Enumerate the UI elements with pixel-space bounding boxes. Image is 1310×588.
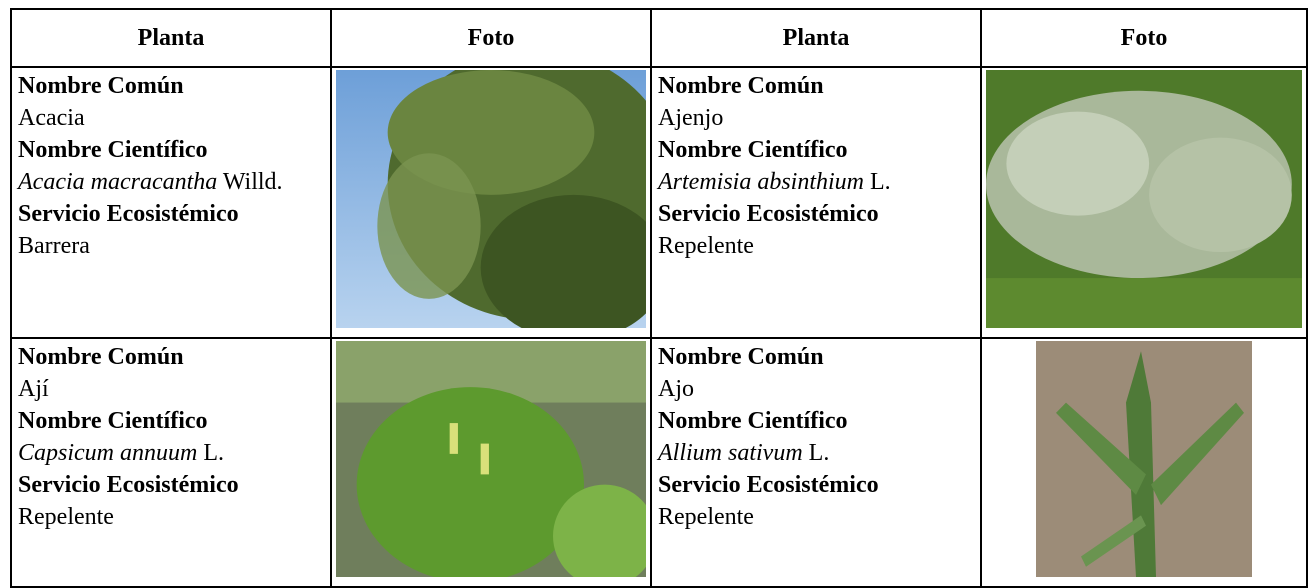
service: Repelente — [658, 504, 754, 530]
header-cell: Foto — [980, 8, 1308, 68]
common-name: Acacia — [18, 105, 85, 131]
scientific-name-line: Artemisia absinthium L. — [658, 166, 974, 198]
plant-cell: Nombre Común Ajenjo Nombre Científico Artem… — [650, 66, 982, 339]
photo-acacia — [336, 49, 677, 341]
scientific-name: Acacia macracantha — [18, 169, 218, 195]
header-cell: Foto — [330, 8, 652, 68]
plant-info: Nombre Común Ajo Nombre Científico Allium s… — [658, 339, 974, 533]
scientific-name-label: Nombre Científico — [658, 137, 848, 163]
page: Planta Foto Planta Foto Nombre Común Acac… — [10, 8, 1308, 588]
header-cell: Planta — [10, 8, 332, 68]
common-name: Ajenjo — [658, 105, 724, 131]
service-label: Servicio Ecosistémico — [18, 472, 239, 498]
service-label: Servicio Ecosistémico — [658, 201, 879, 227]
service-label: Servicio Ecosistémico — [658, 472, 879, 498]
scientific-name-label: Nombre Científico — [18, 137, 208, 163]
header-cell: Planta — [650, 8, 982, 68]
photo-cell — [980, 337, 1308, 588]
service: Barrera — [18, 233, 90, 259]
scientific-name: Capsicum annuum — [18, 440, 198, 466]
common-name-label: Nombre Común — [658, 344, 824, 370]
photo-cell — [330, 49, 677, 341]
scientific-author: Willd. — [222, 169, 283, 195]
scientific-name: Artemisia absinthium — [658, 169, 865, 195]
scientific-author: L. — [808, 440, 830, 466]
scientific-name: Allium sativum — [658, 440, 803, 466]
scientific-name-line: Allium sativum L. — [658, 437, 974, 469]
scientific-name-line: Acacia macracantha Willd. — [18, 166, 324, 198]
plant-cell: Nombre Común Ajo Nombre Científico Allium s… — [650, 337, 982, 588]
common-name-label: Nombre Común — [18, 344, 184, 370]
photo-cell — [980, 66, 1308, 339]
plant-info: Nombre Común Acacia Nombre Científico Acaci… — [18, 68, 324, 262]
photo-ajo — [1036, 341, 1252, 577]
common-name-label: Nombre Común — [18, 73, 184, 99]
service: Repelente — [658, 233, 754, 259]
scientific-name-line: Capsicum annuum L. — [18, 437, 324, 469]
table-row: Nombre Común Acacia Nombre Científico Acaci… — [10, 49, 1308, 341]
plant-info: Nombre Común Ají Nombre Científico Capsicum… — [18, 339, 324, 533]
common-name: Ajo — [658, 376, 694, 402]
common-name-label: Nombre Común — [658, 73, 824, 99]
plant-table: Planta Foto Planta Foto Nombre Común Acac… — [10, 8, 1308, 588]
photo-ajenjo — [986, 70, 1302, 328]
plant-cell: Nombre Común Acacia Nombre Científico Acaci… — [10, 66, 332, 339]
service-label: Servicio Ecosistémico — [18, 201, 239, 227]
scientific-author: L. — [203, 440, 225, 466]
scientific-name-label: Nombre Científico — [18, 408, 208, 434]
photo-cell — [330, 337, 657, 588]
common-name: Ají — [18, 376, 49, 402]
scientific-author: L. — [870, 169, 891, 195]
plant-info: Nombre Común Ajenjo Nombre Científico Artem… — [658, 68, 974, 262]
header-row: Planta Foto Planta Foto — [10, 8, 1308, 68]
table-row: Nombre Común Ají Nombre Científico Capsicum… — [10, 337, 1308, 588]
service: Repelente — [18, 504, 114, 530]
scientific-name-label: Nombre Científico — [658, 408, 848, 434]
plant-cell: Nombre Común Ají Nombre Científico Capsicum… — [10, 337, 332, 588]
photo-aji — [336, 341, 657, 588]
